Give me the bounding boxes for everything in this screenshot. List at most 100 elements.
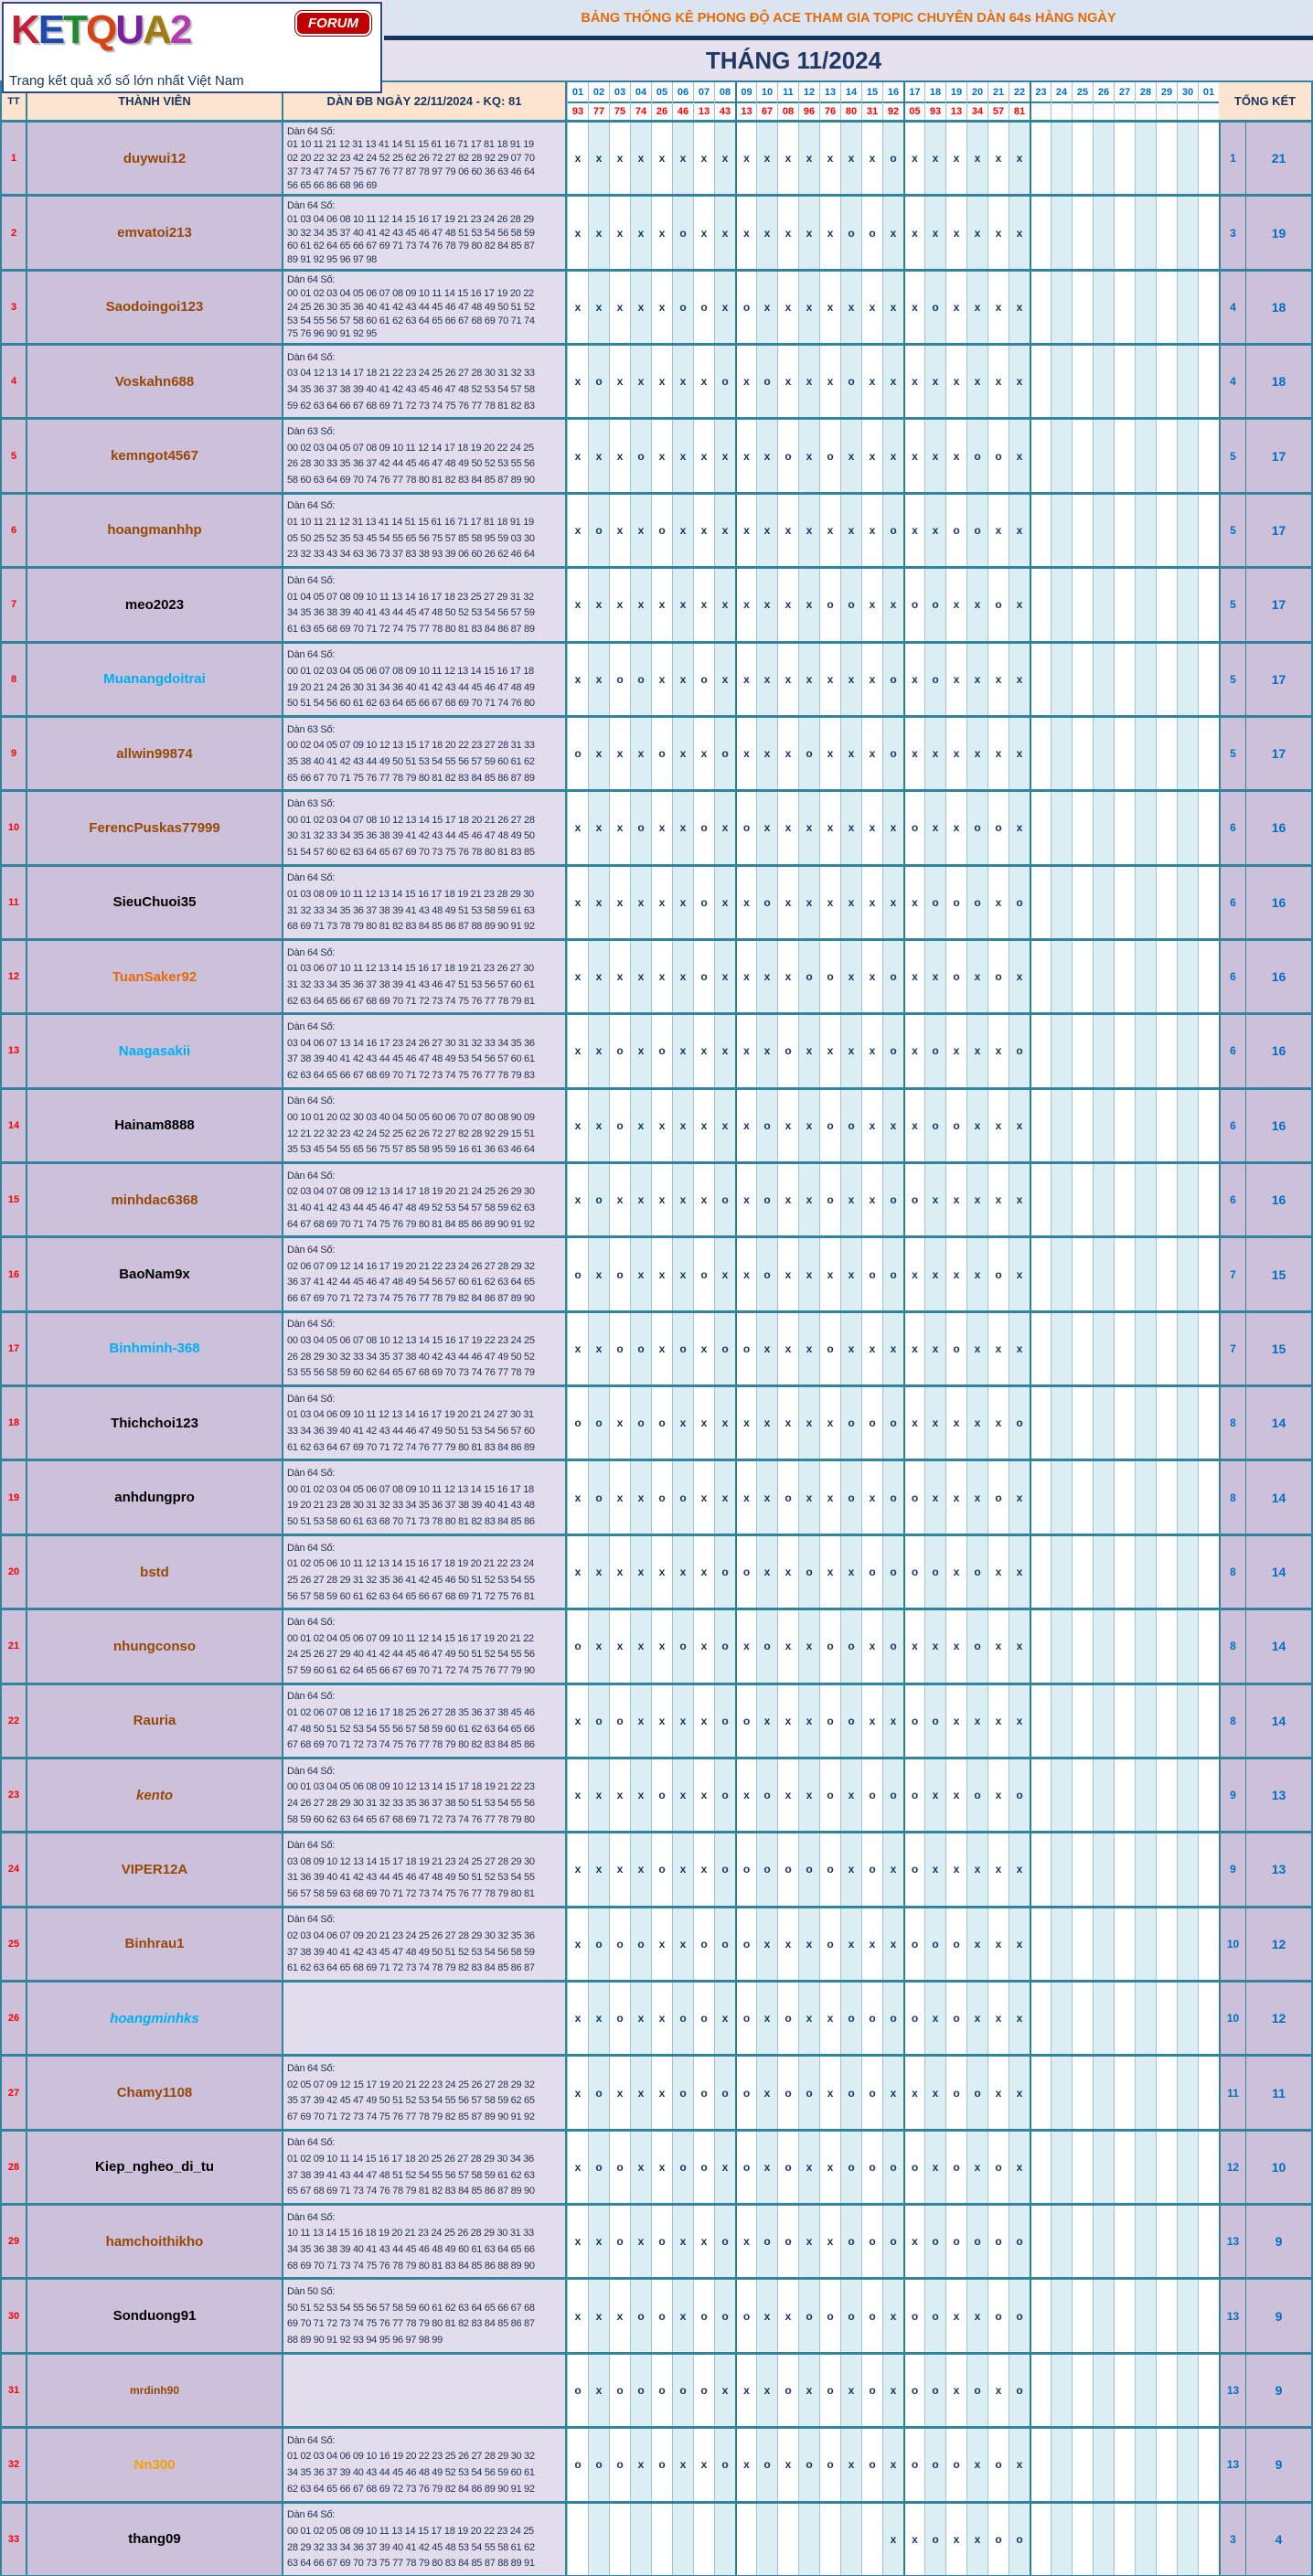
result-value: 43 <box>719 106 731 117</box>
member-name-link[interactable]: Binhrau1 <box>124 1936 185 1952</box>
hit-mark: x <box>945 420 966 492</box>
member-name[interactable]: hamchoithikho <box>27 2206 283 2278</box>
result-value: 92 <box>887 106 900 117</box>
total-miss-count: 5 <box>1219 420 1246 492</box>
member-name-link[interactable]: Naagasakii <box>118 1042 191 1059</box>
member-name[interactable]: FerencPuskas77999 <box>27 792 283 864</box>
member-name-link[interactable]: hoangminhks <box>110 2010 199 2026</box>
member-name[interactable]: Thichchoi123 <box>27 1387 283 1459</box>
member-name[interactable]: Rauria <box>27 1684 283 1757</box>
member-name[interactable]: TuanSaker92 <box>27 940 283 1013</box>
member-name[interactable]: Sonduong91 <box>27 2280 283 2352</box>
member-name-link[interactable]: minhdac6368 <box>111 1192 198 1208</box>
hit-mark: x <box>651 643 672 715</box>
hit-mark: x <box>714 1015 735 1087</box>
member-name-link[interactable]: Muanangdoitrai <box>103 671 206 688</box>
member-name[interactable]: allwin99874 <box>27 717 283 790</box>
member-name[interactable]: hoangminhks <box>27 1982 283 2055</box>
member-name[interactable]: hoangmanhhp <box>27 494 283 567</box>
row-index: 11 <box>0 866 27 938</box>
member-name-link[interactable]: Chamy1108 <box>116 2085 193 2101</box>
member-name-link[interactable]: bstd <box>140 1564 169 1580</box>
member-name-link[interactable]: BaoNam9x <box>119 1267 190 1283</box>
member-name-link[interactable]: allwin99874 <box>116 745 193 762</box>
dan-label: Dàn 63 Số: <box>287 723 336 735</box>
hit-mark: x <box>840 1535 861 1609</box>
member-name[interactable]: Binhrau1 <box>27 1908 283 1980</box>
member-name[interactable]: Saodoingoi123 <box>27 271 283 344</box>
member-name-link[interactable]: Voskahn688 <box>114 373 195 390</box>
hit-mark: x <box>819 346 840 418</box>
day-cell <box>1198 2503 1219 2575</box>
member-name-link[interactable]: Sonduong91 <box>112 2308 197 2325</box>
member-name-link[interactable]: Saodoingoi123 <box>105 299 204 315</box>
member-name[interactable]: kento <box>27 1758 283 1832</box>
member-name-link[interactable]: hoangmanhhp <box>107 522 202 539</box>
member-name[interactable]: Hainam8888 <box>27 1089 283 1162</box>
site-logo[interactable]: KETQUA2 FORUM Trang kết quả xổ số lớn nh… <box>2 2 382 93</box>
hit-mark: x <box>798 792 819 864</box>
member-name[interactable]: BaoNam9x <box>27 1238 283 1310</box>
total-miss-count: 1 <box>1219 123 1246 195</box>
hit-mark: x <box>693 1312 714 1385</box>
miss-mark: o <box>651 494 672 567</box>
miss-mark: o <box>735 2280 756 2352</box>
hit-mark: x <box>609 1833 630 1906</box>
member-name[interactable]: mrdinh90 <box>27 2354 283 2427</box>
member-name[interactable]: thang09 <box>27 2503 283 2575</box>
member-name[interactable]: duywui12 <box>27 123 283 195</box>
member-name[interactable]: minhdac6368 <box>27 1164 283 1236</box>
member-name-link[interactable]: nhungconso <box>113 1638 196 1654</box>
day-cell <box>1072 346 1093 418</box>
member-name[interactable]: Chamy1108 <box>27 2057 283 2129</box>
member-name-link[interactable]: FerencPuskas77999 <box>89 819 220 836</box>
member-name-link[interactable]: hamchoithikho <box>105 2233 204 2250</box>
member-name[interactable]: Kiep_ngheo_di_tu <box>27 2131 283 2204</box>
hit-mark: x <box>567 420 588 492</box>
member-name-link[interactable]: TuanSaker92 <box>112 968 197 985</box>
member-name-link[interactable]: duywui12 <box>123 150 187 166</box>
member-name-link[interactable]: kemngot4567 <box>111 448 198 465</box>
member-name-link[interactable]: thang09 <box>128 2531 181 2548</box>
member-name-link[interactable]: anhdungpro <box>114 1490 195 1506</box>
member-name-link[interactable]: Nn300 <box>133 2456 176 2473</box>
hit-mark: x <box>945 346 966 418</box>
member-name[interactable]: kemngot4567 <box>27 420 283 492</box>
member-name-link[interactable]: emvatoi213 <box>117 225 192 241</box>
member-name-link[interactable]: Thichchoi123 <box>111 1415 198 1431</box>
member-name[interactable]: Voskahn688 <box>27 346 283 418</box>
hit-mark: x <box>756 197 777 269</box>
member-name-link[interactable]: Kiep_ngheo_di_tu <box>94 2159 214 2175</box>
member-name[interactable]: Binhminh-368 <box>27 1312 283 1385</box>
miss-mark: o <box>714 2280 735 2352</box>
day-cell <box>1030 1164 1051 1236</box>
day-cell <box>1114 866 1135 938</box>
member-name-link[interactable]: Rauria <box>133 1713 176 1729</box>
dan-number-line: 00 10 01 20 02 30 03 40 04 50 05 60 06 7… <box>287 1112 535 1124</box>
member-name-link[interactable]: meo2023 <box>124 596 185 613</box>
member-name[interactable]: nhungconso <box>27 1610 283 1683</box>
member-name[interactable]: Naagasakii <box>27 1015 283 1087</box>
member-name[interactable]: anhdungpro <box>27 1461 283 1534</box>
member-name-link[interactable]: SieuChuoi35 <box>112 894 197 911</box>
member-name[interactable]: meo2023 <box>27 569 283 641</box>
day-cell <box>1135 1908 1156 1980</box>
member-name[interactable]: VIPER12A <box>27 1833 283 1906</box>
member-name[interactable]: Nn300 <box>27 2429 283 2501</box>
member-name-link[interactable]: Hainam8888 <box>114 1117 195 1134</box>
date-label: 20 <box>967 82 987 103</box>
member-name-link[interactable]: kento <box>135 1787 173 1803</box>
member-name[interactable]: SieuChuoi35 <box>27 866 283 938</box>
member-name[interactable]: emvatoi213 <box>27 197 283 269</box>
member-name-link[interactable]: mrdinh90 <box>129 2383 179 2397</box>
date-column-header: 01 <box>1198 82 1219 120</box>
member-name-link[interactable]: Binhminh-368 <box>109 1341 200 1357</box>
member-name-link[interactable]: VIPER12A <box>121 1861 188 1877</box>
miss-mark: o <box>861 2280 882 2352</box>
day-cell <box>1198 1387 1219 1459</box>
dan-number-line: 00 01 02 05 08 09 10 11 13 14 15 17 18 1… <box>287 2525 534 2537</box>
hit-mark: x <box>819 2131 840 2204</box>
member-name[interactable]: bstd <box>27 1535 283 1609</box>
member-name[interactable]: Muanangdoitrai <box>27 643 283 715</box>
